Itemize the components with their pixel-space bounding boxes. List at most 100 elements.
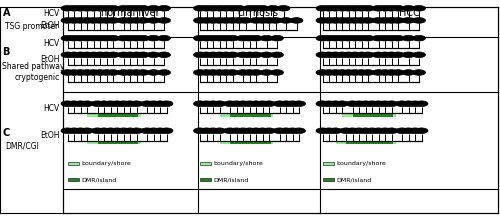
Text: boundary/shore: boundary/shore — [214, 161, 263, 166]
Circle shape — [336, 35, 348, 41]
Circle shape — [250, 128, 262, 134]
Circle shape — [158, 52, 170, 58]
Circle shape — [256, 101, 269, 107]
Circle shape — [124, 5, 136, 11]
Circle shape — [260, 52, 273, 58]
Circle shape — [158, 5, 170, 11]
Circle shape — [260, 70, 273, 75]
Circle shape — [316, 5, 329, 11]
Circle shape — [206, 5, 220, 11]
Circle shape — [226, 5, 239, 11]
Circle shape — [290, 18, 303, 23]
Circle shape — [270, 70, 283, 75]
Circle shape — [378, 35, 392, 41]
Circle shape — [329, 5, 342, 11]
Circle shape — [346, 101, 359, 107]
Circle shape — [402, 5, 415, 11]
Circle shape — [194, 52, 206, 58]
Circle shape — [194, 35, 206, 41]
Circle shape — [385, 18, 398, 23]
Text: HCV: HCV — [44, 104, 60, 113]
Circle shape — [280, 128, 292, 134]
Circle shape — [147, 70, 160, 75]
Circle shape — [336, 70, 348, 75]
Text: HCV: HCV — [44, 9, 60, 18]
Circle shape — [329, 70, 342, 75]
Bar — [98, 114, 138, 117]
Circle shape — [292, 128, 306, 134]
Text: Shared pathway: Shared pathway — [2, 62, 65, 71]
Text: EtOH: EtOH — [40, 55, 60, 64]
Text: TSG promoter: TSG promoter — [5, 21, 58, 31]
Circle shape — [378, 18, 392, 23]
Circle shape — [91, 101, 104, 107]
Circle shape — [392, 18, 404, 23]
Circle shape — [224, 128, 236, 134]
Circle shape — [194, 18, 206, 23]
Circle shape — [316, 101, 329, 107]
Circle shape — [232, 5, 245, 11]
Circle shape — [277, 5, 290, 11]
Circle shape — [269, 18, 282, 23]
Circle shape — [348, 70, 362, 75]
Circle shape — [80, 5, 94, 11]
Circle shape — [147, 128, 160, 134]
Circle shape — [342, 18, 355, 23]
Circle shape — [80, 52, 94, 58]
Circle shape — [250, 70, 262, 75]
Circle shape — [206, 128, 220, 134]
Circle shape — [378, 70, 392, 75]
Circle shape — [408, 128, 422, 134]
Circle shape — [226, 18, 239, 23]
Circle shape — [316, 18, 329, 23]
Circle shape — [98, 101, 110, 107]
Circle shape — [124, 128, 136, 134]
Circle shape — [286, 128, 299, 134]
Circle shape — [415, 128, 428, 134]
Circle shape — [402, 35, 415, 41]
Circle shape — [402, 101, 415, 107]
Circle shape — [87, 5, 100, 11]
Circle shape — [200, 5, 213, 11]
Circle shape — [372, 101, 385, 107]
Text: HCC: HCC — [398, 8, 419, 18]
Circle shape — [260, 35, 273, 41]
Circle shape — [366, 101, 378, 107]
Circle shape — [136, 18, 149, 23]
Text: DMR/island: DMR/island — [214, 177, 249, 182]
Circle shape — [385, 52, 398, 58]
Circle shape — [200, 70, 213, 75]
Circle shape — [91, 128, 104, 134]
Circle shape — [362, 70, 374, 75]
Bar — [87, 141, 141, 144]
Circle shape — [355, 52, 368, 58]
Circle shape — [74, 70, 87, 75]
Text: normal liver: normal liver — [100, 8, 160, 18]
Circle shape — [136, 52, 149, 58]
Text: boundary/shore: boundary/shore — [81, 161, 131, 166]
Circle shape — [322, 101, 336, 107]
Bar — [230, 141, 271, 144]
Circle shape — [392, 70, 404, 75]
Circle shape — [226, 70, 239, 75]
Circle shape — [342, 52, 355, 58]
Circle shape — [106, 70, 120, 75]
Circle shape — [124, 35, 136, 41]
Circle shape — [220, 18, 232, 23]
Circle shape — [250, 52, 262, 58]
Circle shape — [110, 101, 124, 107]
Circle shape — [100, 5, 113, 11]
Circle shape — [280, 101, 292, 107]
Circle shape — [266, 5, 280, 11]
Circle shape — [194, 101, 206, 107]
Circle shape — [273, 101, 286, 107]
Circle shape — [348, 35, 362, 41]
Text: DMR/CGI: DMR/CGI — [5, 141, 39, 150]
Circle shape — [239, 18, 252, 23]
Circle shape — [329, 128, 342, 134]
Circle shape — [130, 70, 143, 75]
Circle shape — [392, 5, 404, 11]
Circle shape — [378, 128, 392, 134]
Circle shape — [385, 70, 398, 75]
Circle shape — [372, 52, 385, 58]
